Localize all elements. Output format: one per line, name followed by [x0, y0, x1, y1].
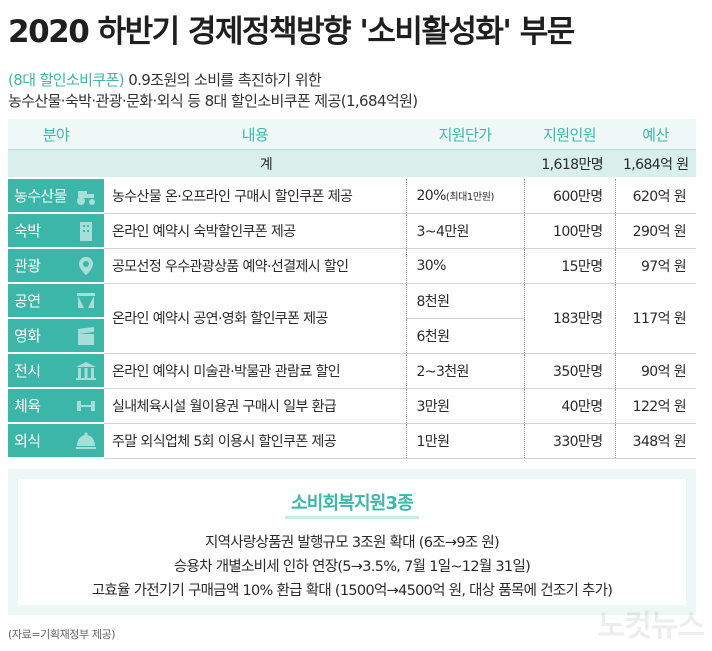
total-label: 계: [8, 149, 524, 179]
recovery-support-title: 소비회복지원3종: [18, 489, 686, 519]
table-row: 숙박 온라인 예약시 숙박할인쿠폰 제공 3~4만원 100만명 290억 원: [8, 213, 696, 249]
table-row: 영화 6천원: [8, 318, 696, 354]
category-label: 체육: [14, 397, 41, 415]
coupon-table: 분야 내용 지원단가 지원인원 예산 계 1,618만명 1,684억 원 농수…: [8, 119, 696, 459]
header-budget: 예산: [615, 119, 696, 150]
source-note: (자료=기획재정부 제공): [8, 628, 116, 641]
dumbbell-icon: [77, 400, 95, 411]
budget-cell: 290억 원: [614, 213, 696, 249]
category-label: 농수산물: [14, 187, 67, 205]
watermark: 노컷뉴스: [597, 609, 705, 644]
subtitle-line-1: (8대 할인소비쿠폰) 0.9조원의 소비를 촉진하기 위한: [8, 70, 418, 91]
category-cell: 체육: [8, 388, 104, 424]
content-cell: 주말 외식업체 5회 이용시 할인쿠폰 제공: [104, 423, 406, 459]
content-cell: 실내체육시설 월이용권 구매시 일부 환급: [104, 388, 406, 424]
budget-cell: 117억 원: [614, 283, 696, 354]
category-label: 전시: [14, 362, 41, 380]
table-row: 전시 온라인 예약시 미술관·박물관 관람료 할인 2~3천원 350만명 90…: [8, 353, 696, 389]
people-cell: 350만명: [523, 353, 615, 389]
content-cell: 온라인 예약시 숙박할인쿠폰 제공: [104, 213, 406, 249]
unit-cell: 6천원: [405, 318, 524, 354]
tractor-icon: [77, 190, 95, 205]
category-label: 영화: [14, 327, 41, 345]
header-unit: 지원단가: [406, 119, 524, 150]
unit-cell: 3~4만원: [405, 213, 524, 249]
unit-note: (최대1만원): [445, 191, 495, 203]
people-cell: 100만명: [523, 213, 615, 249]
recovery-support-box: 소비회복지원3종 지역사랑상품권 발행규모 3조원 확대 (6조→9조 원) 승…: [8, 469, 696, 615]
budget-cell: 620억 원: [614, 178, 696, 214]
people-cell: 40만명: [523, 388, 615, 424]
unit-cell: 20%(최대1만원): [405, 178, 524, 214]
subtitle-accent: (8대 할인소비쿠폰): [8, 71, 125, 89]
category-cell: 전시: [8, 353, 104, 389]
table-row: 공연 온라인 예약시 공연·영화 할인쿠폰 제공 8천원 183만명 117억 …: [8, 283, 696, 354]
subtitle: (8대 할인소비쿠폰) 0.9조원의 소비를 촉진하기 위한 농수산물·숙박·관…: [8, 70, 418, 112]
category-label: 숙박: [14, 222, 41, 240]
content-cell: 온라인 예약시 공연·영화 할인쿠폰 제공: [104, 283, 406, 354]
budget-cell: 348억 원: [614, 423, 696, 459]
unit-cell: 3만원: [405, 388, 524, 424]
content-cell: 농수산물 온·오프라인 구매시 할인쿠폰 제공: [104, 178, 406, 214]
unit-cell: 1만원: [405, 423, 524, 459]
category-cell: 영화: [8, 318, 104, 354]
people-cell: 15만명: [523, 248, 615, 284]
people-cell: 600만명: [523, 178, 615, 214]
building-icon: [80, 221, 92, 241]
budget-cell: 122억 원: [614, 388, 696, 424]
unit-cell: 8천원: [405, 283, 524, 319]
theater-icon: [77, 292, 95, 308]
total-people: 1,618만명: [524, 149, 615, 179]
category-label: 관광: [14, 257, 41, 275]
total-row: 계 1,618만명 1,684억 원: [8, 149, 696, 179]
cloche-icon: [76, 432, 96, 449]
film-clapper-icon: [78, 326, 94, 345]
header-people: 지원인원: [524, 119, 615, 150]
people-cell: 330만명: [523, 423, 615, 459]
table-row: 외식 주말 외식업체 5회 이용시 할인쿠폰 제공 1만원 330만명 348억…: [8, 423, 696, 459]
subtitle-line-1-text: 0.9조원의 소비를 촉진하기 위한: [124, 71, 322, 89]
subtitle-line-2: 농수산물·숙박·관광·문화·외식 등 8대 할인소비쿠폰 제공(1,684억원): [8, 92, 418, 110]
map-pin-icon: [79, 256, 93, 275]
category-cell: 숙박: [8, 213, 104, 249]
category-cell: 관광: [8, 248, 104, 284]
unit-cell: 2~3천원: [405, 353, 524, 389]
recovery-item-3: 고효율 가전기기 구매금액 10% 환급 확대 (1500억→4500억 원, …: [91, 583, 613, 599]
table-row: 체육 실내체육시설 월이용권 구매시 일부 환급 3만원 40만명 122억 원: [8, 388, 696, 424]
header-category: 분야: [8, 119, 104, 150]
budget-cell: 97억 원: [614, 248, 696, 284]
recovery-item-1: 지역사랑상품권 발행규모 3조원 확대 (6조→9조 원): [204, 535, 500, 551]
recovery-support-title-text: 소비회복지원3종: [284, 493, 420, 519]
recovery-item-2: 승용차 개별소비세 인하 연장(5→3.5%, 7월 1일~12월 31일): [173, 559, 531, 575]
unit-value: 20%: [416, 187, 447, 204]
header-content: 내용: [104, 119, 406, 150]
museum-icon: [76, 361, 96, 380]
category-cell: 농수산물: [8, 178, 104, 214]
page-title: 2020 하반기 경제정책방향 '소비활성화' 부문: [8, 14, 575, 50]
table-header-row: 분야 내용 지원단가 지원인원 예산: [8, 119, 696, 150]
category-cell: 공연: [8, 283, 104, 319]
people-cell: 183만명: [523, 283, 615, 354]
category-label: 외식: [14, 432, 41, 450]
unit-cell: 30%: [405, 248, 524, 284]
table-row: 농수산물 농수산물 온·오프라인 구매시 할인쿠폰 제공 20%(최대1만원) …: [8, 178, 696, 214]
table-row: 관광 공모선정 우수관광상품 예약·선결제시 할인 30% 15만명 97억 원: [8, 248, 696, 284]
category-cell: 외식: [8, 423, 104, 459]
content-cell: 공모선정 우수관광상품 예약·선결제시 할인: [104, 248, 406, 284]
recovery-support-inner: 소비회복지원3종 지역사랑상품권 발행규모 3조원 확대 (6조→9조 원) 승…: [18, 479, 686, 605]
total-budget: 1,684억 원: [615, 149, 696, 179]
category-label: 공연: [14, 292, 41, 310]
budget-cell: 90억 원: [614, 353, 696, 389]
content-cell: 온라인 예약시 미술관·박물관 관람료 할인: [104, 353, 406, 389]
